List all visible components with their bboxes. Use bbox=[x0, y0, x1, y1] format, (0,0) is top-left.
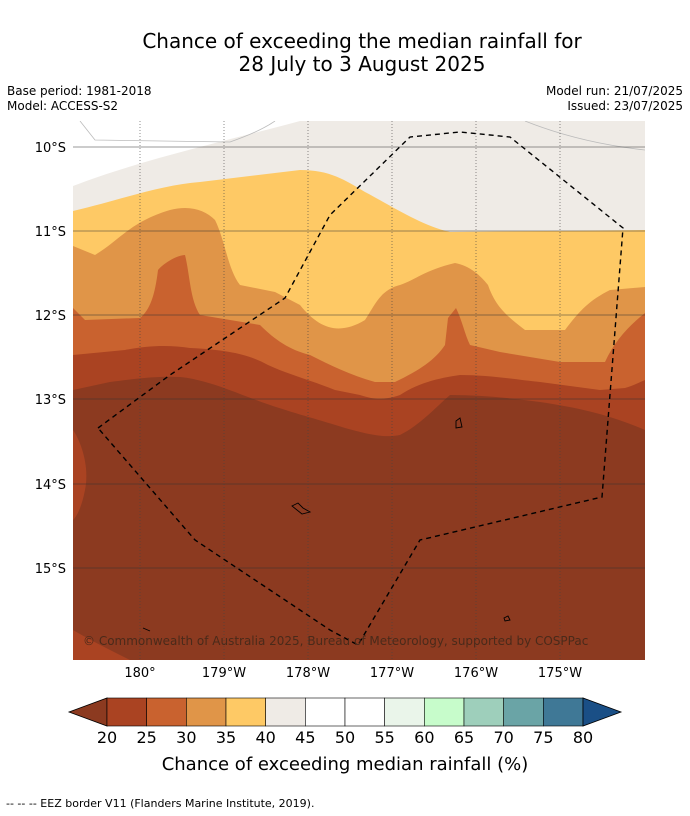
colorbar-tick-55: 55 bbox=[374, 728, 394, 747]
island-shape-3 bbox=[503, 615, 511, 622]
colorbar-swatch-65-70 bbox=[463, 697, 504, 727]
lon-label-175w: 175°W bbox=[538, 666, 582, 681]
colorbar-swatch-35-40 bbox=[225, 697, 266, 727]
eez-border bbox=[97, 131, 624, 646]
lat-label-14s: 14°S bbox=[35, 478, 66, 493]
colorbar-swatch-60-65 bbox=[424, 697, 465, 727]
model-run: Model run: 21/07/2025 bbox=[545, 84, 683, 98]
colorbar-swatch-45-50 bbox=[305, 697, 346, 727]
base-period-info: Base period: 1981-2018 Model: ACCESS-S2 bbox=[7, 84, 152, 114]
colorbar-extend-high bbox=[582, 697, 623, 727]
colorbar-tick-45: 45 bbox=[295, 728, 315, 747]
lat-label-15s: 15°S bbox=[35, 562, 66, 577]
colorbar-extend-low bbox=[67, 697, 108, 727]
lon-label-179w: 179°W bbox=[202, 666, 246, 681]
coastline-top-right bbox=[524, 121, 645, 151]
issued-date: Issued: 23/07/2025 bbox=[567, 99, 683, 113]
colorbar-tick-20: 20 bbox=[97, 728, 117, 747]
colorbar-tick-75: 75 bbox=[533, 728, 553, 747]
model-name: Model: ACCESS-S2 bbox=[7, 99, 119, 113]
gridlines bbox=[73, 146, 645, 569]
colorbar-swatch-25-30 bbox=[146, 697, 187, 727]
colorbar-tick-60: 60 bbox=[414, 728, 434, 747]
colorbar-tick-50: 50 bbox=[335, 728, 355, 747]
probability-band-below-20 bbox=[73, 376, 645, 660]
lon-label-176w: 176°W bbox=[454, 666, 498, 681]
colorbar-swatch-70-75 bbox=[503, 697, 544, 727]
copyright-notice: © Commonwealth of Australia 2025, Bureau… bbox=[83, 634, 588, 648]
colorbar-tick-65: 65 bbox=[454, 728, 474, 747]
eez-footnote: -- -- -- EEZ border V11 (Flanders Marine… bbox=[6, 797, 315, 810]
colorbar-swatch-75-80 bbox=[543, 697, 584, 727]
base-period: Base period: 1981-2018 bbox=[7, 84, 152, 98]
probability-patch-35-40 bbox=[279, 232, 348, 283]
island-shape-2 bbox=[291, 502, 312, 515]
colorbar: 20 25 30 35 40 45 50 55 60 65 70 75 80 bbox=[67, 697, 623, 747]
probability-patch-left bbox=[73, 430, 87, 520]
model-run-info: Model run: 21/07/2025 Issued: 23/07/2025 bbox=[546, 84, 683, 114]
colorbar-label: Chance of exceeding median rainfall (%) bbox=[161, 754, 529, 775]
latitude-labels: 10°S 11°S 12°S 13°S 14°S 15°S bbox=[35, 141, 66, 577]
title-line-2: 28 July to 3 August 2025 bbox=[238, 52, 486, 76]
colorbar-swatch-40-45 bbox=[265, 697, 306, 727]
colorbar-tick-35: 35 bbox=[216, 728, 236, 747]
coastline-top bbox=[79, 121, 276, 143]
map-area: © Commonwealth of Australia 2025, Bureau… bbox=[73, 121, 645, 660]
map-title: Chance of exceeding the median rainfall … bbox=[0, 30, 690, 76]
lon-label-178w: 178°W bbox=[286, 666, 330, 681]
colorbar-tick-40: 40 bbox=[255, 728, 275, 747]
colorbar-tick-25: 25 bbox=[136, 728, 156, 747]
colorbar-swatch-20-25 bbox=[106, 697, 147, 727]
lat-label-10s: 10°S bbox=[35, 141, 66, 156]
colorbar-tick-70: 70 bbox=[493, 728, 513, 747]
colorbar-swatch-50-55 bbox=[344, 697, 385, 727]
colorbar-tick-30: 30 bbox=[176, 728, 196, 747]
title-line-1: Chance of exceeding the median rainfall … bbox=[142, 29, 582, 53]
island-shape-4 bbox=[142, 627, 151, 632]
longitude-labels: 180° 179°W 178°W 177°W 176°W 175°W bbox=[124, 666, 582, 681]
probability-patch-bottom-left bbox=[73, 630, 130, 660]
colorbar-swatch-30-35 bbox=[186, 697, 227, 727]
colorbar-swatch-55-60 bbox=[384, 697, 425, 727]
lat-label-11s: 11°S bbox=[35, 225, 66, 240]
lon-label-180: 180° bbox=[124, 666, 155, 681]
colorbar-tick-80: 80 bbox=[573, 728, 593, 747]
lat-label-12s: 12°S bbox=[35, 309, 66, 324]
lon-label-177w: 177°W bbox=[370, 666, 414, 681]
lat-label-13s: 13°S bbox=[35, 393, 66, 408]
island-shape-1 bbox=[455, 417, 463, 429]
